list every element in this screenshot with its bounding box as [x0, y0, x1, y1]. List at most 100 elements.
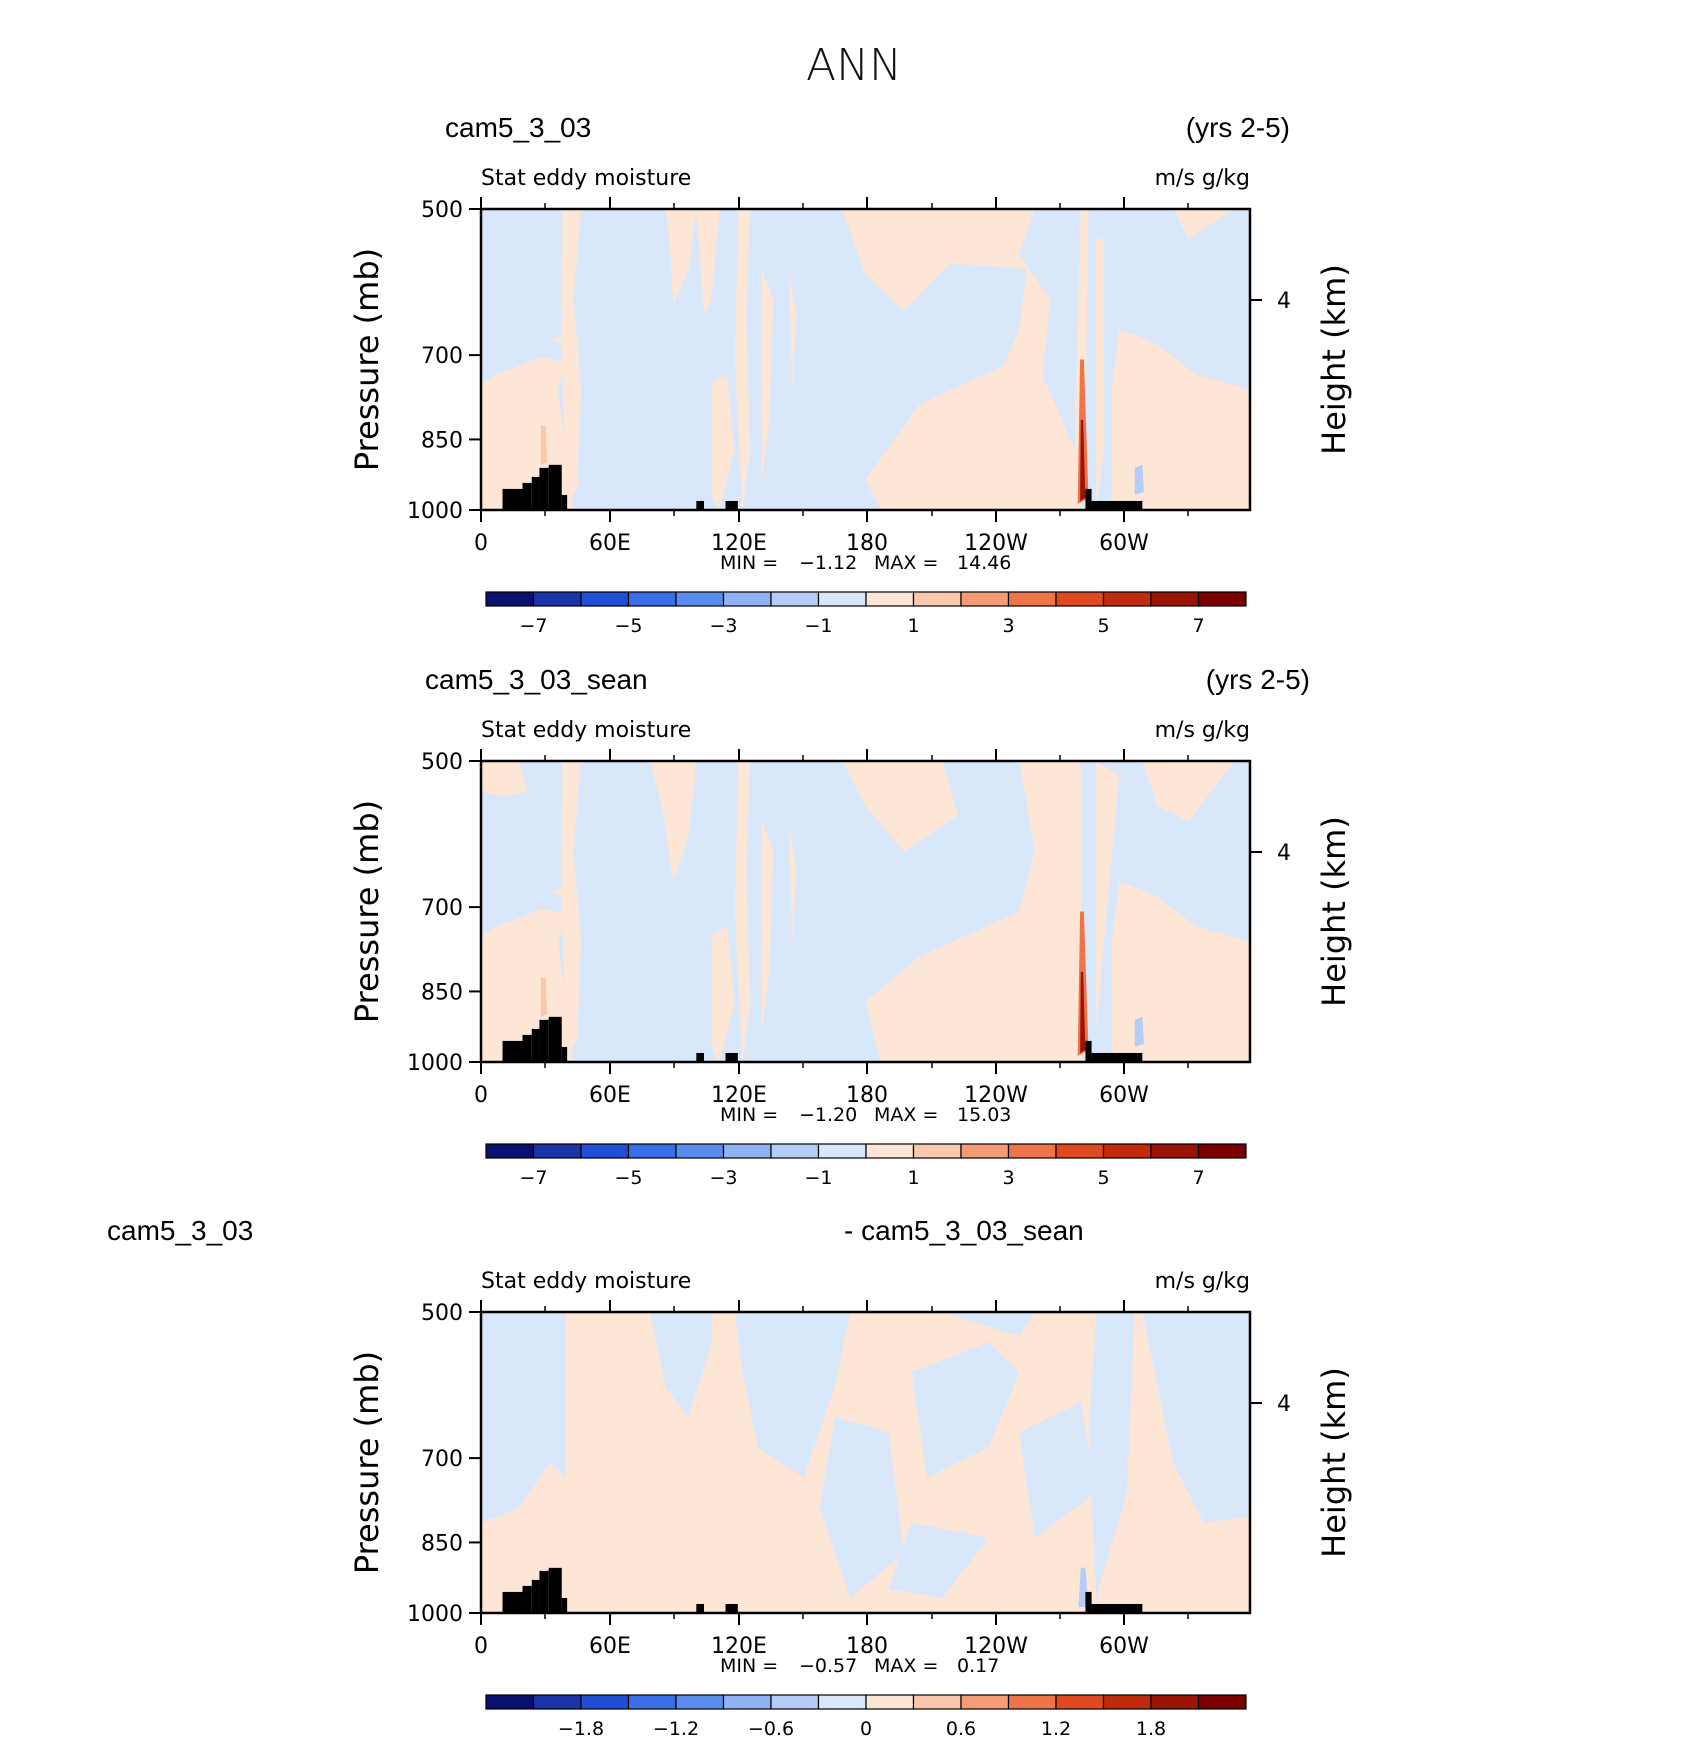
min-pocket: [1134, 1016, 1144, 1047]
land-mask: [522, 482, 532, 510]
colorbar-bin: [580, 1694, 630, 1710]
colorbar-bin: [627, 1143, 677, 1159]
y-right-axis-title: Height (km): [1315, 1367, 1353, 1558]
min-value: −1.20: [799, 1104, 857, 1126]
colorbar-bin: [1102, 1694, 1152, 1710]
positive-region: [561, 761, 581, 1062]
x-tick-label: 60E: [589, 531, 631, 556]
colorbar-bin: [912, 591, 962, 607]
x-tick-label: 0: [474, 531, 488, 556]
panel-1: cam5_3_03 (yrs 2-5) Stat eddy moisture m/s …: [348, 112, 1353, 637]
colorbar-bin: [1102, 591, 1152, 607]
y-axis-title: Pressure (mb): [348, 248, 386, 471]
positive-region: [734, 209, 751, 510]
x-tick-label: 180: [846, 1083, 888, 1108]
y-tick-label: 700: [421, 896, 463, 921]
plot-frame: [479, 207, 1252, 512]
max-label: MAX =: [874, 1655, 938, 1677]
land-mask: [696, 1052, 705, 1062]
positive-region: [1111, 881, 1250, 1062]
land-mask: [1085, 1591, 1092, 1613]
panel-3: cam5_3_03 - cam5_3_03_sean Stat eddy moist…: [107, 1215, 1353, 1740]
colorbar-label: 5: [1097, 615, 1109, 637]
colorbar-label: −5: [614, 615, 642, 637]
x-tick-label: 60W: [1099, 531, 1149, 556]
colorbar-bin: [1007, 591, 1057, 607]
colorbar-bin: [532, 591, 582, 607]
colorbar-bin: [1197, 1143, 1247, 1159]
land-mask: [531, 1028, 540, 1062]
field-title: Stat eddy moisture: [481, 1269, 691, 1294]
negative-region: [888, 1522, 989, 1598]
colorbar-bin: [912, 1694, 962, 1710]
field-title: Stat eddy moisture: [481, 718, 691, 743]
y-tick-label: 1000: [407, 1051, 463, 1076]
max-label: MAX =: [874, 1104, 938, 1126]
x-tick-label: 180: [846, 1634, 888, 1659]
colorbar-bin: [1150, 591, 1200, 607]
colorbar-bin: [960, 1694, 1010, 1710]
colorbar-bin: [1055, 1143, 1105, 1159]
plot-frame: [479, 759, 1252, 1064]
colorbar-bin: [770, 1143, 820, 1159]
y-tick-label: 500: [421, 1301, 463, 1326]
x-tick-label: 180: [846, 531, 888, 556]
colorbar-bin: [1055, 1694, 1105, 1710]
case-right-label: (yrs 2-5): [1206, 664, 1310, 695]
y-tick-label: 850: [421, 980, 463, 1005]
colorbar-bin: [532, 1694, 582, 1710]
land-mask: [725, 500, 738, 510]
colorbar-bin: [675, 1143, 725, 1159]
panel-2: cam5_3_03_sean (yrs 2-5) Stat eddy moistur…: [348, 664, 1353, 1189]
land-mask: [561, 1046, 568, 1062]
positive-region: [788, 269, 797, 390]
land-mask: [548, 464, 562, 510]
land-mask: [539, 467, 549, 510]
land-mask: [548, 1016, 562, 1062]
colorbar: −7 −5 −3 −1 1 3 5 7: [485, 591, 1247, 637]
colorbar-label: 1: [907, 615, 919, 637]
land-mask: [696, 500, 705, 510]
positive-region: [761, 821, 774, 1032]
case-right-label: - cam5_3_03_sean: [844, 1215, 1084, 1246]
positive-region: [761, 269, 774, 480]
colorbar-label: −0.6: [748, 1718, 794, 1740]
contour-field: [481, 209, 1250, 510]
land-mask: [561, 1597, 568, 1613]
colorbar-label: 7: [1192, 1167, 1204, 1189]
colorbar-label: 3: [1002, 615, 1014, 637]
case-left-label: cam5_3_03: [107, 1215, 253, 1246]
min-value: −1.12: [799, 552, 857, 574]
y-tick-label: 1000: [407, 499, 463, 524]
land-mask: [548, 1567, 562, 1613]
max-value: 15.03: [957, 1104, 1011, 1126]
min-label: MIN =: [720, 1104, 778, 1126]
negative-region: [911, 1342, 1020, 1478]
units-label: m/s g/kg: [1155, 718, 1250, 743]
min-value: −0.57: [799, 1655, 857, 1677]
colorbar-label: −1.2: [653, 1718, 699, 1740]
max-value: 14.46: [957, 552, 1011, 574]
colorbar-label: −1: [804, 615, 832, 637]
colorbar-label: −5: [614, 1167, 642, 1189]
x-tick-label: 0: [474, 1083, 488, 1108]
colorbar-bin: [1007, 1694, 1057, 1710]
positive-region: [481, 761, 528, 798]
y-tick-label: 850: [421, 428, 463, 453]
negative-region: [1088, 1312, 1135, 1598]
positive-region: [665, 209, 697, 306]
max-spike-core: [1080, 419, 1086, 501]
y-right-axis-title: Height (km): [1315, 264, 1353, 455]
colorbar-label: 1: [907, 1167, 919, 1189]
field-title: Stat eddy moisture: [481, 166, 691, 191]
y-tick-label: 700: [421, 344, 463, 369]
positive-region: [1096, 239, 1104, 510]
land-mask: [522, 1034, 532, 1062]
colorbar-bin: [817, 591, 867, 607]
mid-peak: [541, 425, 548, 465]
negative-region: [942, 1312, 1035, 1337]
negative-region: [1019, 1402, 1097, 1538]
colorbar-bin: [580, 591, 630, 607]
positive-region: [696, 209, 720, 315]
